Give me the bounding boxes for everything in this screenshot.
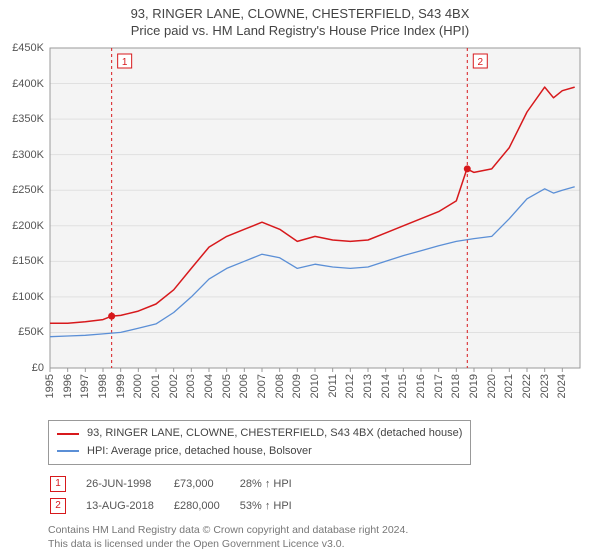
plot-svg: 12 — [50, 48, 580, 368]
sale-marker-date: 26-JUN-1998 — [86, 474, 172, 494]
legend-row: 93, RINGER LANE, CLOWNE, CHESTERFIELD, S… — [57, 425, 462, 443]
y-tick-label: £300K — [12, 149, 44, 161]
x-tick-label: 2021 — [503, 374, 515, 398]
x-tick-label: 2006 — [238, 374, 250, 398]
sale-marker-price: £280,000 — [174, 496, 238, 516]
x-tick-label: 2009 — [291, 374, 303, 398]
x-tick-label: 2014 — [380, 374, 392, 398]
sale-markers-table: 1 26-JUN-1998£73,00028% ↑ HPI 2 13-AUG-2018… — [48, 472, 312, 518]
legend-label: 93, RINGER LANE, CLOWNE, CHESTERFIELD, S… — [87, 425, 462, 443]
legend: 93, RINGER LANE, CLOWNE, CHESTERFIELD, S… — [48, 420, 471, 465]
x-tick-label: 2002 — [168, 374, 180, 398]
attribution-line2: This data is licensed under the Open Gov… — [48, 538, 408, 552]
x-tick-label: 2016 — [415, 374, 427, 398]
x-tick-label: 1996 — [62, 374, 74, 398]
attribution: Contains HM Land Registry data © Crown c… — [48, 524, 408, 551]
x-tick-label: 2015 — [397, 374, 409, 398]
x-axis-ticks: 1995199619971998199920002001200220032004… — [50, 374, 580, 414]
x-tick-label: 2024 — [556, 374, 568, 398]
chart-titles: 93, RINGER LANE, CLOWNE, CHESTERFIELD, S… — [0, 0, 600, 38]
sale-marker-date: 13-AUG-2018 — [86, 496, 172, 516]
x-tick-label: 2012 — [344, 374, 356, 398]
plot-area: 12 — [50, 48, 580, 368]
x-tick-label: 2008 — [274, 374, 286, 398]
x-tick-label: 2022 — [521, 374, 533, 398]
x-tick-label: 2003 — [185, 374, 197, 398]
x-tick-label: 1997 — [79, 374, 91, 398]
legend-swatch — [57, 450, 79, 452]
x-tick-label: 2000 — [132, 374, 144, 398]
svg-text:1: 1 — [122, 57, 128, 68]
sale-marker-box: 1 — [50, 476, 66, 492]
chart-title-address: 93, RINGER LANE, CLOWNE, CHESTERFIELD, S… — [0, 6, 600, 21]
x-tick-label: 2018 — [450, 374, 462, 398]
x-tick-label: 2007 — [256, 374, 268, 398]
attribution-line1: Contains HM Land Registry data © Crown c… — [48, 524, 408, 538]
x-tick-label: 2001 — [150, 374, 162, 398]
x-tick-label: 2004 — [203, 374, 215, 398]
y-tick-label: £0 — [32, 362, 44, 374]
y-tick-label: £350K — [12, 113, 44, 125]
y-tick-label: £150K — [12, 255, 44, 267]
price-chart: 93, RINGER LANE, CLOWNE, CHESTERFIELD, S… — [0, 0, 600, 560]
x-tick-label: 2011 — [327, 374, 339, 398]
legend-label: HPI: Average price, detached house, Bols… — [87, 443, 312, 461]
x-tick-label: 2023 — [539, 374, 551, 398]
sale-marker-row: 1 26-JUN-1998£73,00028% ↑ HPI — [50, 474, 310, 494]
x-tick-label: 2017 — [433, 374, 445, 398]
x-tick-label: 2005 — [221, 374, 233, 398]
y-tick-label: £250K — [12, 184, 44, 196]
sale-marker-box: 2 — [50, 498, 66, 514]
y-tick-label: £200K — [12, 220, 44, 232]
sale-marker-hpi-diff: 28% ↑ HPI — [240, 474, 310, 494]
x-tick-label: 2020 — [486, 374, 498, 398]
sale-marker-row: 2 13-AUG-2018£280,00053% ↑ HPI — [50, 496, 310, 516]
x-tick-label: 1998 — [97, 374, 109, 398]
x-tick-label: 1995 — [44, 374, 56, 398]
y-tick-label: £400K — [12, 78, 44, 90]
legend-row: HPI: Average price, detached house, Bols… — [57, 443, 462, 461]
x-tick-label: 2010 — [309, 374, 321, 398]
x-tick-label: 1999 — [115, 374, 127, 398]
y-tick-label: £50K — [18, 326, 44, 338]
sale-marker-price: £73,000 — [174, 474, 238, 494]
y-axis-ticks: £0£50K£100K£150K£200K£250K£300K£350K£400… — [0, 48, 44, 368]
x-tick-label: 2019 — [468, 374, 480, 398]
svg-text:2: 2 — [478, 57, 484, 68]
x-tick-label: 2013 — [362, 374, 374, 398]
chart-title-subtitle: Price paid vs. HM Land Registry's House … — [0, 23, 600, 38]
y-tick-label: £100K — [12, 291, 44, 303]
legend-swatch — [57, 433, 79, 435]
y-tick-label: £450K — [12, 42, 44, 54]
sale-marker-hpi-diff: 53% ↑ HPI — [240, 496, 310, 516]
